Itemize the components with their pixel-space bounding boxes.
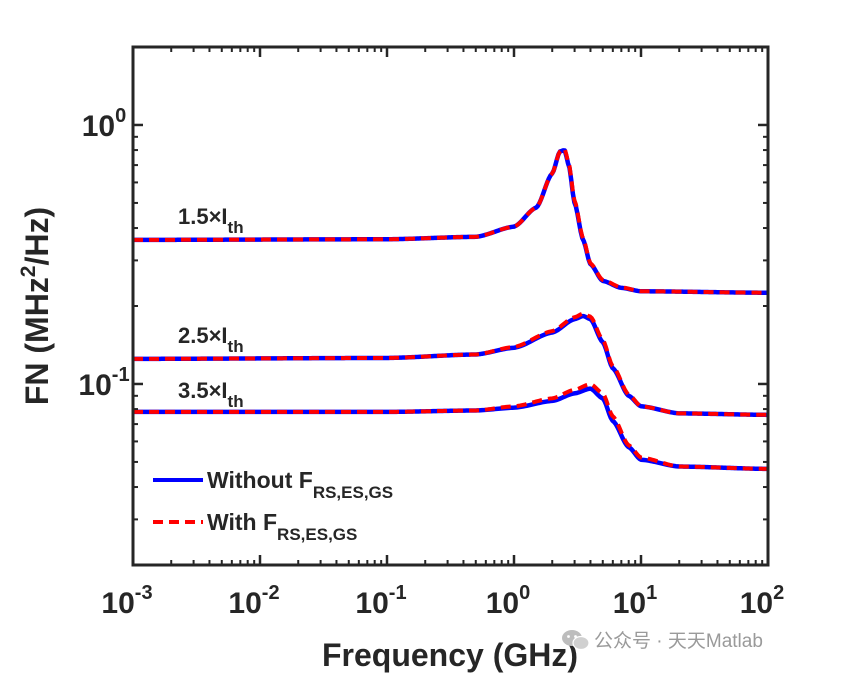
series-line-with-curve-1 [132, 147, 769, 295]
tick-labels-layer: 10-3 10-2 10-1 100 101 102 10-1 100 [78, 105, 784, 620]
x-tick-label: 10-2 [228, 582, 279, 620]
y-tick-label: 10-1 [78, 364, 129, 402]
x-tick-label: 10-3 [101, 582, 152, 620]
series-line-with-curve-2 [132, 311, 769, 417]
y-tick-label: 100 [82, 105, 127, 143]
y-axis-label: FN (MHz2/Hz) [17, 207, 55, 405]
annotation-curve-3: 3.5×Ith [178, 378, 244, 411]
x-tick-label: 100 [486, 582, 531, 620]
curve-annotations: 1.5×Ith 2.5×Ith 3.5×Ith [178, 204, 244, 411]
legend-label-1: Without FRS,ES,GS [207, 467, 393, 502]
watermark: 公众号 · 天天Matlab [562, 630, 763, 652]
plot-background [133, 47, 768, 565]
wechat-icon [562, 630, 590, 651]
x-tick-label: 10-1 [355, 582, 406, 620]
legend: Without FRS,ES,GS With FRS,ES,GS [153, 467, 393, 544]
x-tick-label: 101 [613, 582, 658, 620]
series-line-with-curve-3 [132, 382, 769, 471]
watermark-text: 公众号 · 天天Matlab [594, 630, 763, 652]
curves-layer [132, 147, 769, 472]
x-axis-label: Frequency (GHz) [322, 637, 578, 673]
ticks-layer [131, 46, 770, 566]
legend-label-2: With FRS,ES,GS [207, 509, 357, 544]
x-tick-label: 102 [740, 582, 785, 620]
annotation-curve-1: 1.5×Ith [178, 204, 244, 237]
annotation-curve-2: 2.5×Ith [178, 323, 244, 356]
